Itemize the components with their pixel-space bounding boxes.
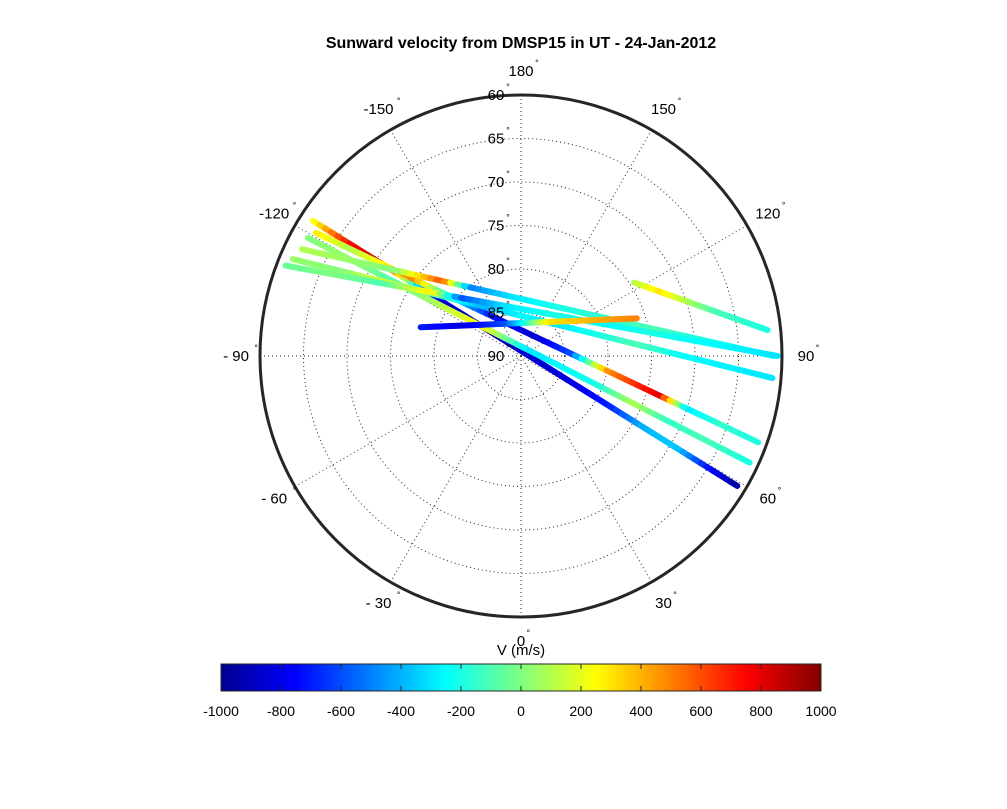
colorbar-tick-label: -800 [267, 703, 295, 719]
angular-tick-label: 30 [655, 595, 672, 612]
radial-tick-label: 75 [488, 218, 505, 235]
radial-tick-label: 70 [488, 174, 505, 191]
angular-tick-unit: ° [293, 201, 297, 211]
track-segment [728, 479, 741, 489]
radial-tick-unit: ° [506, 126, 510, 136]
angular-tick-unit: ° [254, 343, 258, 353]
colorbar-tick-label: 0 [517, 703, 525, 719]
grid-ring [477, 312, 565, 400]
chart-title: Sunward velocity from DMSP15 in UT - 24-… [326, 35, 716, 52]
angular-tick-unit: ° [526, 628, 530, 638]
colorbar-tick-label: -600 [327, 703, 355, 719]
angular-tick-label: - 30 [366, 595, 392, 612]
angular-tick-unit: ° [535, 58, 539, 68]
radial-tick-unit: ° [506, 343, 510, 353]
colorbar-tick-label: 800 [749, 703, 773, 719]
radial-tick-label: 60 [488, 87, 505, 104]
grid-spoke [520, 225, 748, 357]
angular-tick-label: 120 [755, 206, 780, 223]
colorbar-tick-label: -200 [447, 703, 475, 719]
angular-tick-label: 90 [798, 348, 815, 365]
angular-tick-label: - 60 [261, 491, 287, 508]
radial-tick-unit: ° [506, 300, 510, 310]
angular-tick-label: 180 [508, 63, 533, 80]
track-segment [748, 436, 762, 446]
radial-tick-unit: ° [506, 169, 510, 179]
radial-tick-labels: 60 °65 °70 °75 °80 °85 °90 ° [488, 82, 511, 365]
colorbar-tick-label: -1000 [203, 703, 239, 719]
angular-tick-labels: 0 °30 °60 °90 °120 °150 °180 °-150 °-120 °- 90 °- … [223, 58, 820, 650]
track-segment [762, 373, 776, 381]
velocity-tracks [282, 217, 781, 489]
angular-tick-unit: ° [673, 590, 677, 600]
angular-tick-label: 150 [651, 101, 676, 118]
radial-tick-unit: ° [506, 82, 510, 92]
colorbar-tick-label: 200 [569, 703, 593, 719]
grid-ring [303, 138, 739, 574]
radial-tick-label: 85 [488, 305, 505, 322]
grid-ring [390, 225, 652, 487]
grid-ring [433, 268, 609, 444]
angular-tick-unit: ° [678, 96, 682, 106]
polar-outer-ring [258, 93, 784, 619]
angular-tick-unit: ° [397, 590, 401, 600]
track-7 [417, 315, 640, 331]
track-segment [767, 351, 781, 359]
polar-grid [260, 95, 782, 617]
angular-tick-label: 0 [517, 633, 525, 650]
grid-spoke [390, 355, 522, 583]
colorbar-tick-label: 600 [689, 703, 713, 719]
colorbar-tick-label: 400 [629, 703, 653, 719]
radial-tick-unit: ° [506, 213, 510, 223]
track-segment [762, 326, 771, 334]
colorbar: V (m/s) -1000 -800 -600 -400 -200 0 200 400 600 8… [203, 642, 837, 719]
angular-tick-label: - 90 [223, 348, 249, 365]
colorbar-label: V (m/s) [497, 642, 545, 659]
radial-tick-unit: ° [506, 256, 510, 266]
track-8 [631, 279, 771, 334]
colorbar-tick-label: -400 [387, 703, 415, 719]
angular-tick-unit: ° [782, 201, 786, 211]
angular-tick-unit: ° [816, 343, 820, 353]
angular-tick-label: -150 [363, 101, 393, 118]
angular-tick-unit: ° [778, 486, 782, 496]
track-3 [304, 234, 753, 466]
radial-tick-label: 80 [488, 261, 505, 278]
track-2 [312, 229, 762, 446]
grid-spoke [294, 355, 522, 487]
track-6 [282, 262, 781, 359]
angular-tick-label: 60 [759, 491, 776, 508]
angular-tick-label: -120 [259, 206, 289, 223]
angular-tick-unit: ° [397, 96, 401, 106]
track-segment [740, 456, 753, 466]
angular-tick-unit: ° [293, 486, 297, 496]
colorbar-ticks: -1000 -800 -600 -400 -200 0 200 400 600 800 1000 [203, 664, 837, 719]
radial-tick-label: 65 [488, 131, 505, 148]
colorbar-tick-label: 1000 [805, 703, 836, 719]
radial-tick-label: 90 [488, 348, 505, 365]
